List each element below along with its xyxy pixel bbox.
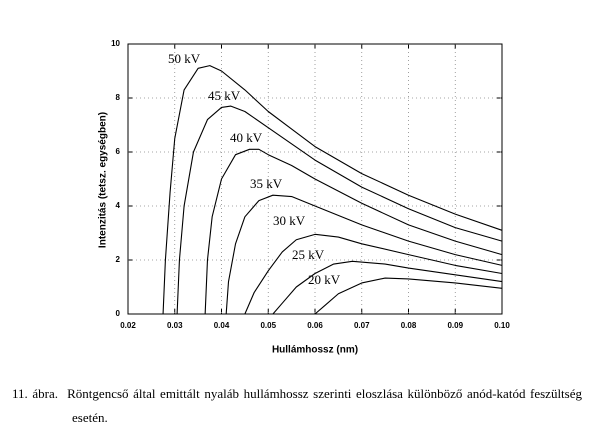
x-tick-label: 0.08 [401, 321, 417, 330]
x-tick-label: 0.10 [494, 321, 510, 330]
x-tick-label: 0.04 [214, 321, 230, 330]
x-tick-label: 0.09 [447, 321, 463, 330]
x-tick-label: 0.07 [354, 321, 370, 330]
curve [176, 105, 503, 315]
y-tick-label: 0 [116, 309, 121, 318]
caption-text: Röntgencső által emittált nyaláb hullámh… [67, 386, 582, 425]
curve [272, 260, 503, 315]
caption-number: 11. ábra. [12, 386, 58, 401]
curve-label: 30 kV [273, 213, 306, 228]
y-tick-label: 8 [116, 93, 121, 102]
curve-label: 35 kV [250, 176, 283, 191]
y-tick-label: 10 [111, 39, 120, 48]
chart: Hullámhossz (nm) Intenzitás (tetsz. egys… [98, 39, 511, 356]
y-tick-label: 2 [116, 255, 121, 264]
curve-label: 50 kV [168, 51, 201, 66]
x-axis-title: Hullámhossz (nm) [272, 345, 358, 356]
x-tick-label: 0.02 [120, 321, 136, 330]
curve [244, 233, 503, 315]
curve-label: 20 kV [308, 272, 341, 287]
x-tick-label: 0.05 [260, 321, 276, 330]
curve-label: 25 kV [292, 247, 325, 262]
curve [204, 148, 503, 315]
curve-label: 45 kV [208, 88, 241, 103]
y-axis-title: Intenzitás (tetsz. egységben) [98, 112, 109, 248]
y-tick-label: 4 [116, 201, 121, 210]
x-tick-label: 0.03 [167, 321, 183, 330]
curve [314, 277, 503, 315]
curve-label: 40 kV [230, 130, 263, 145]
caption: 11. ábra. Röntgencső által emittált nyal… [12, 382, 582, 430]
curve [162, 65, 503, 315]
curve [225, 194, 503, 315]
x-tick-label: 0.06 [307, 321, 323, 330]
y-tick-label: 6 [116, 147, 121, 156]
